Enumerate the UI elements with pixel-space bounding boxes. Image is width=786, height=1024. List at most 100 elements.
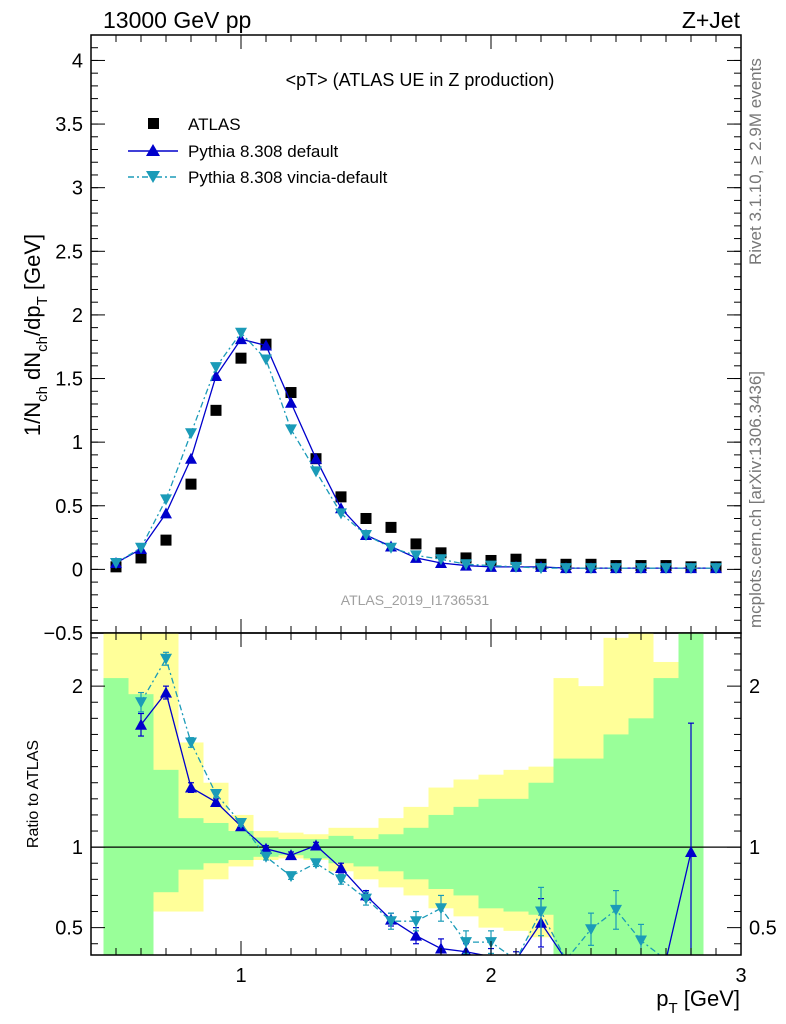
main-ytick-label: 2.5 [55, 241, 83, 263]
legend-atlas-label: ATLAS [188, 115, 241, 134]
ratio-band-green [328, 835, 354, 864]
legend-vincia-marker [146, 171, 160, 183]
ratio-ytick-label: 0.5 [55, 918, 83, 940]
pythia-vincia-point [710, 563, 722, 575]
pythia-default-point [285, 396, 297, 408]
pythia-vincia-point [210, 362, 222, 374]
ratio-y-axis-label: Ratio to ATLAS [25, 740, 42, 848]
ratio-ytick-label: 2 [72, 676, 83, 698]
main-panel: −0.5 0 0.5 1 1.5 2 2.5 3 3.5 4 <pT> (ATLAS UE in … [20, 34, 742, 645]
pythia-vincia-point [585, 563, 597, 575]
pythia-vincia-point [485, 560, 497, 572]
ratio-bands [103, 633, 704, 955]
ratio-vincia-point [160, 653, 172, 665]
atlas-point [485, 554, 497, 566]
pythia-default-point [160, 507, 172, 519]
atlas-point [510, 553, 522, 565]
ratio-default-point [335, 862, 347, 874]
header-right: Z+Jet [682, 7, 741, 33]
pythia-vincia-point [535, 563, 547, 575]
ratio-band-green [128, 694, 154, 955]
ratio-default-point [310, 839, 322, 851]
ratio-band-green [103, 678, 129, 955]
ratio-band-green [503, 798, 529, 912]
watermark: ATLAS_2019_I1736531 [341, 592, 490, 608]
legend-default-label: Pythia 8.308 default [188, 142, 339, 161]
pythia-vincia-point [410, 550, 422, 562]
ratio-vincia-point [335, 874, 347, 886]
pythia-vincia-point [635, 563, 647, 575]
legend-atlas-marker [148, 118, 159, 129]
ratio-vincia-point [360, 893, 372, 905]
atlas-point [185, 478, 197, 490]
ratio-default-point [685, 845, 697, 857]
ratio-default-point [135, 718, 147, 730]
ratio-band-green [228, 831, 254, 861]
pythia-default-point [310, 452, 322, 464]
ratio-vincia-point [460, 937, 472, 949]
atlas-point [210, 404, 222, 416]
main-ytick-label: 4 [72, 50, 83, 72]
ratio-default-point [160, 686, 172, 698]
ratio-vincia-point [610, 904, 622, 916]
ratio-vincia-point [635, 935, 647, 947]
main-series [110, 327, 722, 575]
ratio-ytick-label-right: 1 [749, 837, 760, 859]
ratio-band-green [153, 769, 179, 893]
ratio-band-green [178, 818, 204, 870]
ratio-xtick-label: 2 [485, 965, 496, 987]
pythia-vincia-point [160, 494, 172, 506]
header-left: 13000 GeV pp [103, 7, 251, 33]
ratio-default-point [285, 849, 297, 861]
pythia-vincia-point [385, 542, 397, 554]
main-ytick-label: 1.5 [55, 369, 83, 391]
main-ytick-label: 0 [72, 559, 83, 581]
ratio-default-point [185, 781, 197, 793]
pythia-vincia-point [135, 542, 147, 554]
ratio-series [135, 651, 697, 955]
ratio-vincia-point [410, 916, 422, 928]
ratio-band-green [378, 834, 404, 872]
main-ytick-label: 2 [72, 305, 83, 327]
ratio-default-point [410, 929, 422, 941]
ratio-default-point [260, 842, 272, 854]
ratio-frame [90, 632, 742, 956]
pythia-vincia-point [460, 559, 472, 571]
ratio-vincia-point [310, 858, 322, 870]
ratio-band-green [353, 839, 379, 867]
main-series-line [115, 331, 716, 569]
ratio-band-green [553, 758, 579, 955]
main-ytick-label: 0.5 [55, 496, 83, 518]
pythia-vincia-point [360, 530, 372, 542]
pythia-vincia-point [435, 554, 447, 566]
main-ytick-label: 3.5 [55, 114, 83, 136]
pythia-vincia-point [310, 466, 322, 478]
pythia-vincia-point [335, 508, 347, 520]
pythia-vincia-point [260, 354, 272, 366]
atlas-point [335, 491, 347, 503]
main-ytick-label: −0.5 [44, 623, 83, 645]
ratio-band-green [203, 822, 229, 864]
main-ytick-label: 1 [72, 432, 83, 454]
legend-default-marker [146, 144, 160, 156]
pythia-vincia-point [685, 563, 697, 575]
ratio-band-green [478, 798, 504, 909]
ratio-vincia-point [385, 916, 397, 928]
ratio-vincia-point [260, 851, 272, 863]
pythia-vincia-point [185, 428, 197, 440]
main-series-line [115, 338, 716, 569]
legend-vincia-label: Pythia 8.308 vincia-default [188, 168, 388, 187]
pythia-vincia-point [110, 558, 122, 570]
ratio-vincia-point [585, 924, 597, 936]
mcplots-label: mcplots.cern.ch [arXiv:1306.3436] [746, 371, 765, 628]
ratio-series-group [135, 651, 697, 955]
ratio-vincia-point [285, 871, 297, 883]
ratio-ytick-label-right: 2 [749, 676, 760, 698]
pythia-vincia-point [235, 327, 247, 339]
atlas-point [285, 387, 297, 399]
ratio-vincia-point [235, 817, 247, 829]
atlas-point [135, 552, 147, 564]
atlas-point [460, 552, 472, 564]
pythia-vincia-point [660, 563, 672, 575]
atlas-point [235, 352, 247, 364]
